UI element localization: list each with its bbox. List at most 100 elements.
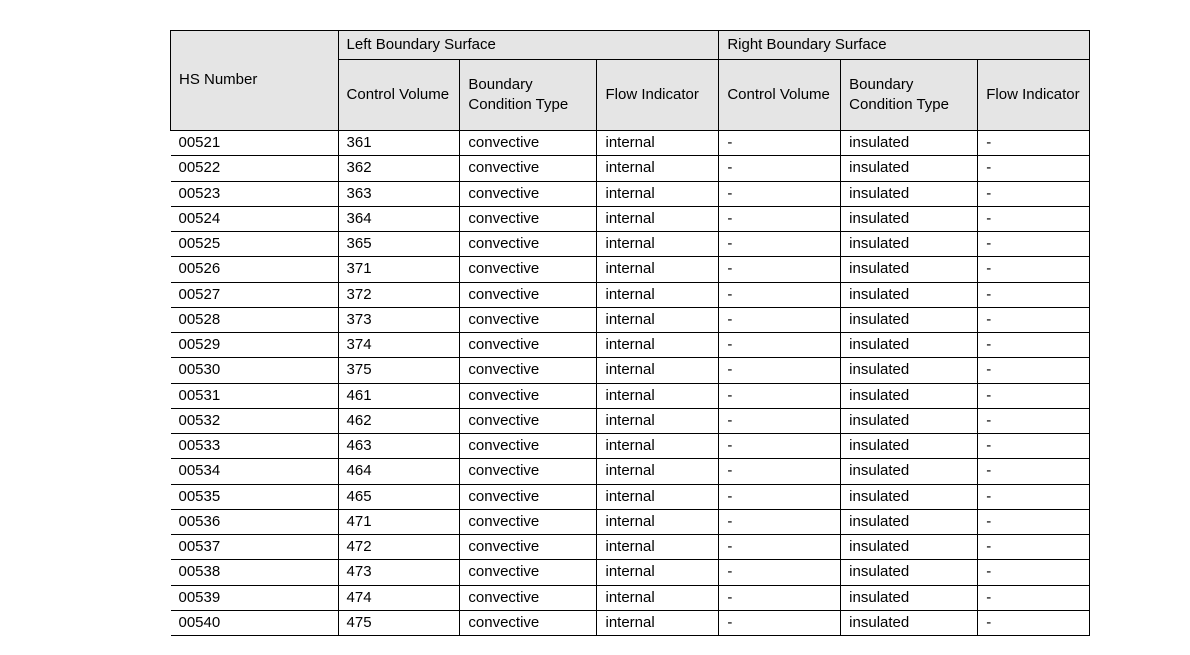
cell-rbct: insulated xyxy=(841,131,978,156)
cell-lbct: convective xyxy=(460,257,597,282)
cell-lcv: 371 xyxy=(338,257,460,282)
cell-hs: 00533 xyxy=(171,434,339,459)
cell-lbct: convective xyxy=(460,408,597,433)
cell-rcv: - xyxy=(719,131,841,156)
cell-rcv: - xyxy=(719,257,841,282)
table-row: 00533463convectiveinternal-insulated- xyxy=(171,434,1090,459)
cell-lcv: 375 xyxy=(338,358,460,383)
table-row: 00529374convectiveinternal-insulated- xyxy=(171,333,1090,358)
cell-rbct: insulated xyxy=(841,156,978,181)
table-row: 00531461convectiveinternal-insulated- xyxy=(171,383,1090,408)
cell-lcv: 471 xyxy=(338,509,460,534)
cell-rfi: - xyxy=(978,282,1090,307)
cell-rcv: - xyxy=(719,434,841,459)
col-group-left: Left Boundary Surface xyxy=(338,31,719,60)
cell-hs: 00526 xyxy=(171,257,339,282)
table-row: 00539474convectiveinternal-insulated- xyxy=(171,585,1090,610)
cell-hs: 00534 xyxy=(171,459,339,484)
cell-lfi: internal xyxy=(597,585,719,610)
cell-hs: 00529 xyxy=(171,333,339,358)
cell-rfi: - xyxy=(978,358,1090,383)
cell-rbct: insulated xyxy=(841,181,978,206)
cell-rbct: insulated xyxy=(841,484,978,509)
table-header: HS Number Left Boundary Surface Right Bo… xyxy=(171,31,1090,131)
cell-lbct: convective xyxy=(460,206,597,231)
cell-lbct: convective xyxy=(460,282,597,307)
table-row: 00538473convectiveinternal-insulated- xyxy=(171,560,1090,585)
cell-rbct: insulated xyxy=(841,535,978,560)
cell-rbct: insulated xyxy=(841,307,978,332)
cell-rcv: - xyxy=(719,181,841,206)
cell-hs: 00539 xyxy=(171,585,339,610)
cell-rcv: - xyxy=(719,358,841,383)
table-row: 00524364convectiveinternal-insulated- xyxy=(171,206,1090,231)
cell-hs: 00522 xyxy=(171,156,339,181)
cell-lfi: internal xyxy=(597,181,719,206)
col-left-boundary-condition-type: Boundary Condition Type xyxy=(460,60,597,131)
cell-lbct: convective xyxy=(460,156,597,181)
cell-rbct: insulated xyxy=(841,232,978,257)
cell-lfi: internal xyxy=(597,206,719,231)
table-row: 00526371convectiveinternal-insulated- xyxy=(171,257,1090,282)
cell-lfi: internal xyxy=(597,257,719,282)
cell-lfi: internal xyxy=(597,282,719,307)
cell-hs: 00524 xyxy=(171,206,339,231)
cell-hs: 00528 xyxy=(171,307,339,332)
cell-rcv: - xyxy=(719,307,841,332)
cell-rfi: - xyxy=(978,408,1090,433)
cell-lbct: convective xyxy=(460,131,597,156)
cell-lfi: internal xyxy=(597,307,719,332)
table-row: 00537472convectiveinternal-insulated- xyxy=(171,535,1090,560)
cell-lcv: 462 xyxy=(338,408,460,433)
cell-lfi: internal xyxy=(597,509,719,534)
cell-lbct: convective xyxy=(460,459,597,484)
cell-lfi: internal xyxy=(597,333,719,358)
cell-hs: 00537 xyxy=(171,535,339,560)
cell-rbct: insulated xyxy=(841,560,978,585)
cell-rcv: - xyxy=(719,585,841,610)
cell-rbct: insulated xyxy=(841,509,978,534)
table-row: 00540475convectiveinternal-insulated- xyxy=(171,610,1090,635)
cell-lfi: internal xyxy=(597,232,719,257)
cell-rcv: - xyxy=(719,484,841,509)
cell-rfi: - xyxy=(978,307,1090,332)
col-left-flow-indicator: Flow Indicator xyxy=(597,60,719,131)
cell-lbct: convective xyxy=(460,232,597,257)
cell-lcv: 475 xyxy=(338,610,460,635)
cell-rbct: insulated xyxy=(841,434,978,459)
cell-rcv: - xyxy=(719,232,841,257)
cell-hs: 00521 xyxy=(171,131,339,156)
cell-rfi: - xyxy=(978,585,1090,610)
cell-lfi: internal xyxy=(597,383,719,408)
cell-lcv: 473 xyxy=(338,560,460,585)
cell-rcv: - xyxy=(719,156,841,181)
cell-rfi: - xyxy=(978,232,1090,257)
cell-rfi: - xyxy=(978,509,1090,534)
cell-hs: 00540 xyxy=(171,610,339,635)
cell-rfi: - xyxy=(978,206,1090,231)
table-row: 00527372convectiveinternal-insulated- xyxy=(171,282,1090,307)
cell-rbct: insulated xyxy=(841,610,978,635)
cell-rfi: - xyxy=(978,156,1090,181)
cell-lcv: 373 xyxy=(338,307,460,332)
cell-lcv: 474 xyxy=(338,585,460,610)
cell-lbct: convective xyxy=(460,610,597,635)
cell-rfi: - xyxy=(978,535,1090,560)
cell-lcv: 465 xyxy=(338,484,460,509)
col-right-flow-indicator: Flow Indicator xyxy=(978,60,1090,131)
cell-lbct: convective xyxy=(460,585,597,610)
cell-lfi: internal xyxy=(597,535,719,560)
cell-rcv: - xyxy=(719,408,841,433)
cell-hs: 00535 xyxy=(171,484,339,509)
cell-lcv: 365 xyxy=(338,232,460,257)
cell-hs: 00523 xyxy=(171,181,339,206)
cell-rcv: - xyxy=(719,206,841,231)
cell-hs: 00538 xyxy=(171,560,339,585)
cell-lcv: 463 xyxy=(338,434,460,459)
table-body: 00521361convectiveinternal-insulated-005… xyxy=(171,131,1090,636)
col-left-control-volume: Control Volume xyxy=(338,60,460,131)
cell-lfi: internal xyxy=(597,484,719,509)
cell-lbct: convective xyxy=(460,560,597,585)
cell-rcv: - xyxy=(719,509,841,534)
cell-rfi: - xyxy=(978,181,1090,206)
